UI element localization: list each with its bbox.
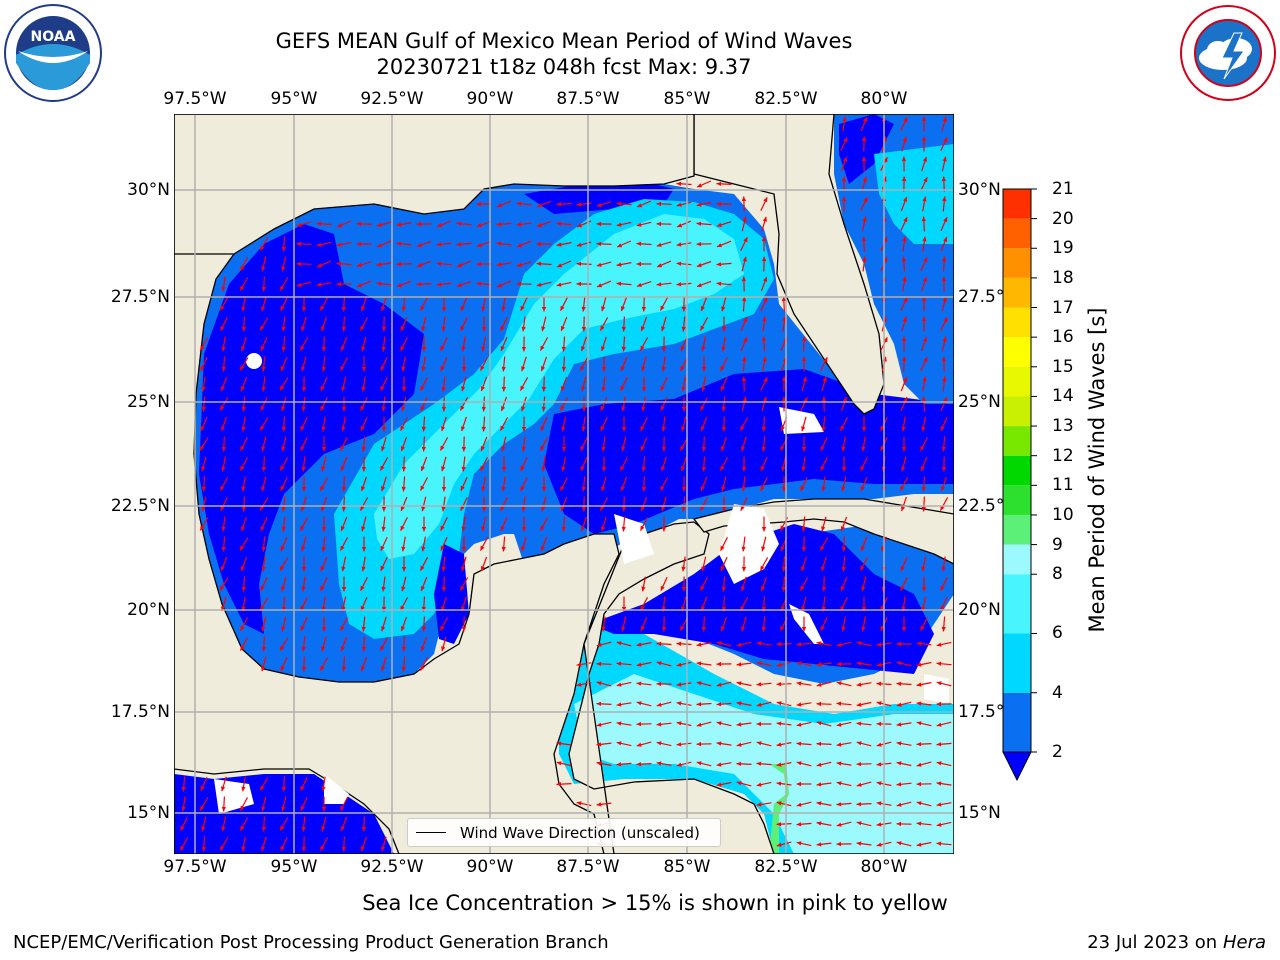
lon-tick-top: 85°W bbox=[663, 89, 711, 109]
legend-line-icon bbox=[416, 832, 446, 833]
lat-tick-left: 25°N bbox=[127, 392, 170, 412]
lon-tick-bottom: 82.5°W bbox=[754, 857, 818, 877]
colorbar-segment bbox=[1003, 218, 1031, 249]
colorbar-segment bbox=[1003, 396, 1031, 427]
lon-tick-bottom: 80°W bbox=[860, 857, 908, 877]
colorbar-segment bbox=[1003, 544, 1031, 575]
yucatan-land bbox=[568, 521, 775, 854]
gulf-map bbox=[174, 114, 954, 854]
lat-tick-left: 17.5°N bbox=[110, 702, 170, 722]
colorbar-tick: 11 bbox=[1052, 475, 1074, 496]
lon-tick-bottom: 87.5°W bbox=[556, 857, 620, 877]
lon-tick-bottom: 95°W bbox=[270, 857, 318, 877]
lat-tick-right: 15°N bbox=[958, 803, 1001, 823]
colorbar-segment bbox=[1003, 574, 1031, 634]
noaa-logo-text: NOAA bbox=[31, 29, 76, 45]
lon-tick-top: 92.5°W bbox=[360, 89, 424, 109]
footer-host: Hera bbox=[1222, 932, 1266, 953]
lon-tick-top: 95°W bbox=[270, 89, 318, 109]
colorbar-segment bbox=[1003, 366, 1031, 397]
colorbar-tick: 21 bbox=[1052, 179, 1074, 199]
lat-tick-right: 17.5° bbox=[958, 702, 1005, 722]
lon-tick-bottom: 85°W bbox=[663, 857, 711, 877]
lat-tick-right: 25°N bbox=[958, 392, 1001, 412]
map-gridlines bbox=[174, 114, 954, 854]
colorbar-tick: 20 bbox=[1052, 208, 1074, 229]
lon-tick-bottom: 90°W bbox=[466, 857, 514, 877]
sea-ice-note: Sea Ice Concentration > 15% is shown in … bbox=[362, 891, 948, 915]
lon-tick-top: 82.5°W bbox=[754, 89, 818, 109]
nws-logo bbox=[1180, 5, 1276, 101]
lat-tick-left: 27.5°N bbox=[110, 287, 170, 307]
map-legend: Wind Wave Direction (unscaled) bbox=[407, 818, 721, 847]
colorbar-tick: 17 bbox=[1052, 297, 1074, 318]
chart-title: GEFS MEAN Gulf of Mexico Mean Period of … bbox=[275, 29, 853, 53]
colorbar-segment bbox=[1003, 337, 1031, 367]
colorbar-tick: 16 bbox=[1052, 327, 1074, 348]
colorbar-segment bbox=[1003, 277, 1031, 308]
colorbar-segment bbox=[1003, 307, 1031, 338]
colorbar-tick: 4 bbox=[1052, 682, 1063, 703]
footer-left: NCEP/EMC/Verification Post Processing Pr… bbox=[13, 932, 609, 953]
lat-tick-right: 22.5° bbox=[958, 496, 1005, 516]
lat-tick-left: 22.5°N bbox=[110, 496, 170, 516]
florida-land bbox=[693, 114, 885, 415]
lon-tick-bottom: 92.5°W bbox=[360, 857, 424, 877]
legend-label: Wind Wave Direction (unscaled) bbox=[460, 823, 700, 842]
colorbar-tick: 2 bbox=[1052, 742, 1063, 762]
colorbar-tick: 10 bbox=[1052, 504, 1074, 525]
lon-tick-top: 97.5°W bbox=[163, 89, 227, 109]
footer-date: 23 Jul 2023 on bbox=[1087, 932, 1223, 953]
colorbar-tick: 14 bbox=[1052, 386, 1074, 407]
footer-right: 23 Jul 2023 on Hera bbox=[1087, 932, 1266, 953]
colorbar-under-triangle bbox=[1002, 751, 1032, 782]
wind-wave-arrows bbox=[179, 116, 952, 852]
colorbar-label: Mean Period of Wind Waves [s] bbox=[1085, 307, 1109, 633]
us-coast-land bbox=[174, 114, 695, 255]
lat-tick-right: 30°N bbox=[958, 180, 1001, 200]
colorbar-tick: 19 bbox=[1052, 238, 1074, 259]
colorbar-tick: 8 bbox=[1052, 564, 1063, 585]
colorbar-segment bbox=[1003, 692, 1031, 752]
colorbar-segment bbox=[1003, 455, 1031, 486]
lon-tick-bottom: 97.5°W bbox=[163, 857, 227, 877]
colorbar-tick: 6 bbox=[1052, 623, 1063, 644]
lat-tick-right: 20°N bbox=[958, 600, 1001, 620]
colorbar-segment bbox=[1003, 189, 1031, 219]
colorbar-tick: 9 bbox=[1052, 534, 1063, 555]
colorbar-tick: 13 bbox=[1052, 416, 1074, 437]
noaa-logo: NOAA bbox=[4, 4, 102, 102]
lon-tick-top: 87.5°W bbox=[556, 89, 620, 109]
lon-tick-top: 90°W bbox=[466, 89, 514, 109]
lat-tick-left: 20°N bbox=[127, 600, 170, 620]
colorbar-tick: 15 bbox=[1052, 356, 1074, 377]
chart-subtitle: 20230721 t18z 048h fcst Max: 9.37 bbox=[376, 55, 752, 79]
colorbar-tick: 12 bbox=[1052, 445, 1074, 466]
colorbar bbox=[1002, 188, 1037, 782]
colorbar-segment bbox=[1003, 514, 1031, 545]
colorbar-segment bbox=[1003, 633, 1031, 693]
colorbar-segment bbox=[1003, 485, 1031, 515]
lon-tick-top: 80°W bbox=[860, 89, 908, 109]
lat-tick-right: 27.5° bbox=[958, 287, 1005, 307]
colorbar-tick: 18 bbox=[1052, 267, 1074, 288]
lat-tick-left: 30°N bbox=[127, 180, 170, 200]
colorbar-segment bbox=[1003, 248, 1031, 278]
lat-tick-left: 15°N bbox=[127, 803, 170, 823]
colorbar-segment bbox=[1003, 426, 1031, 456]
